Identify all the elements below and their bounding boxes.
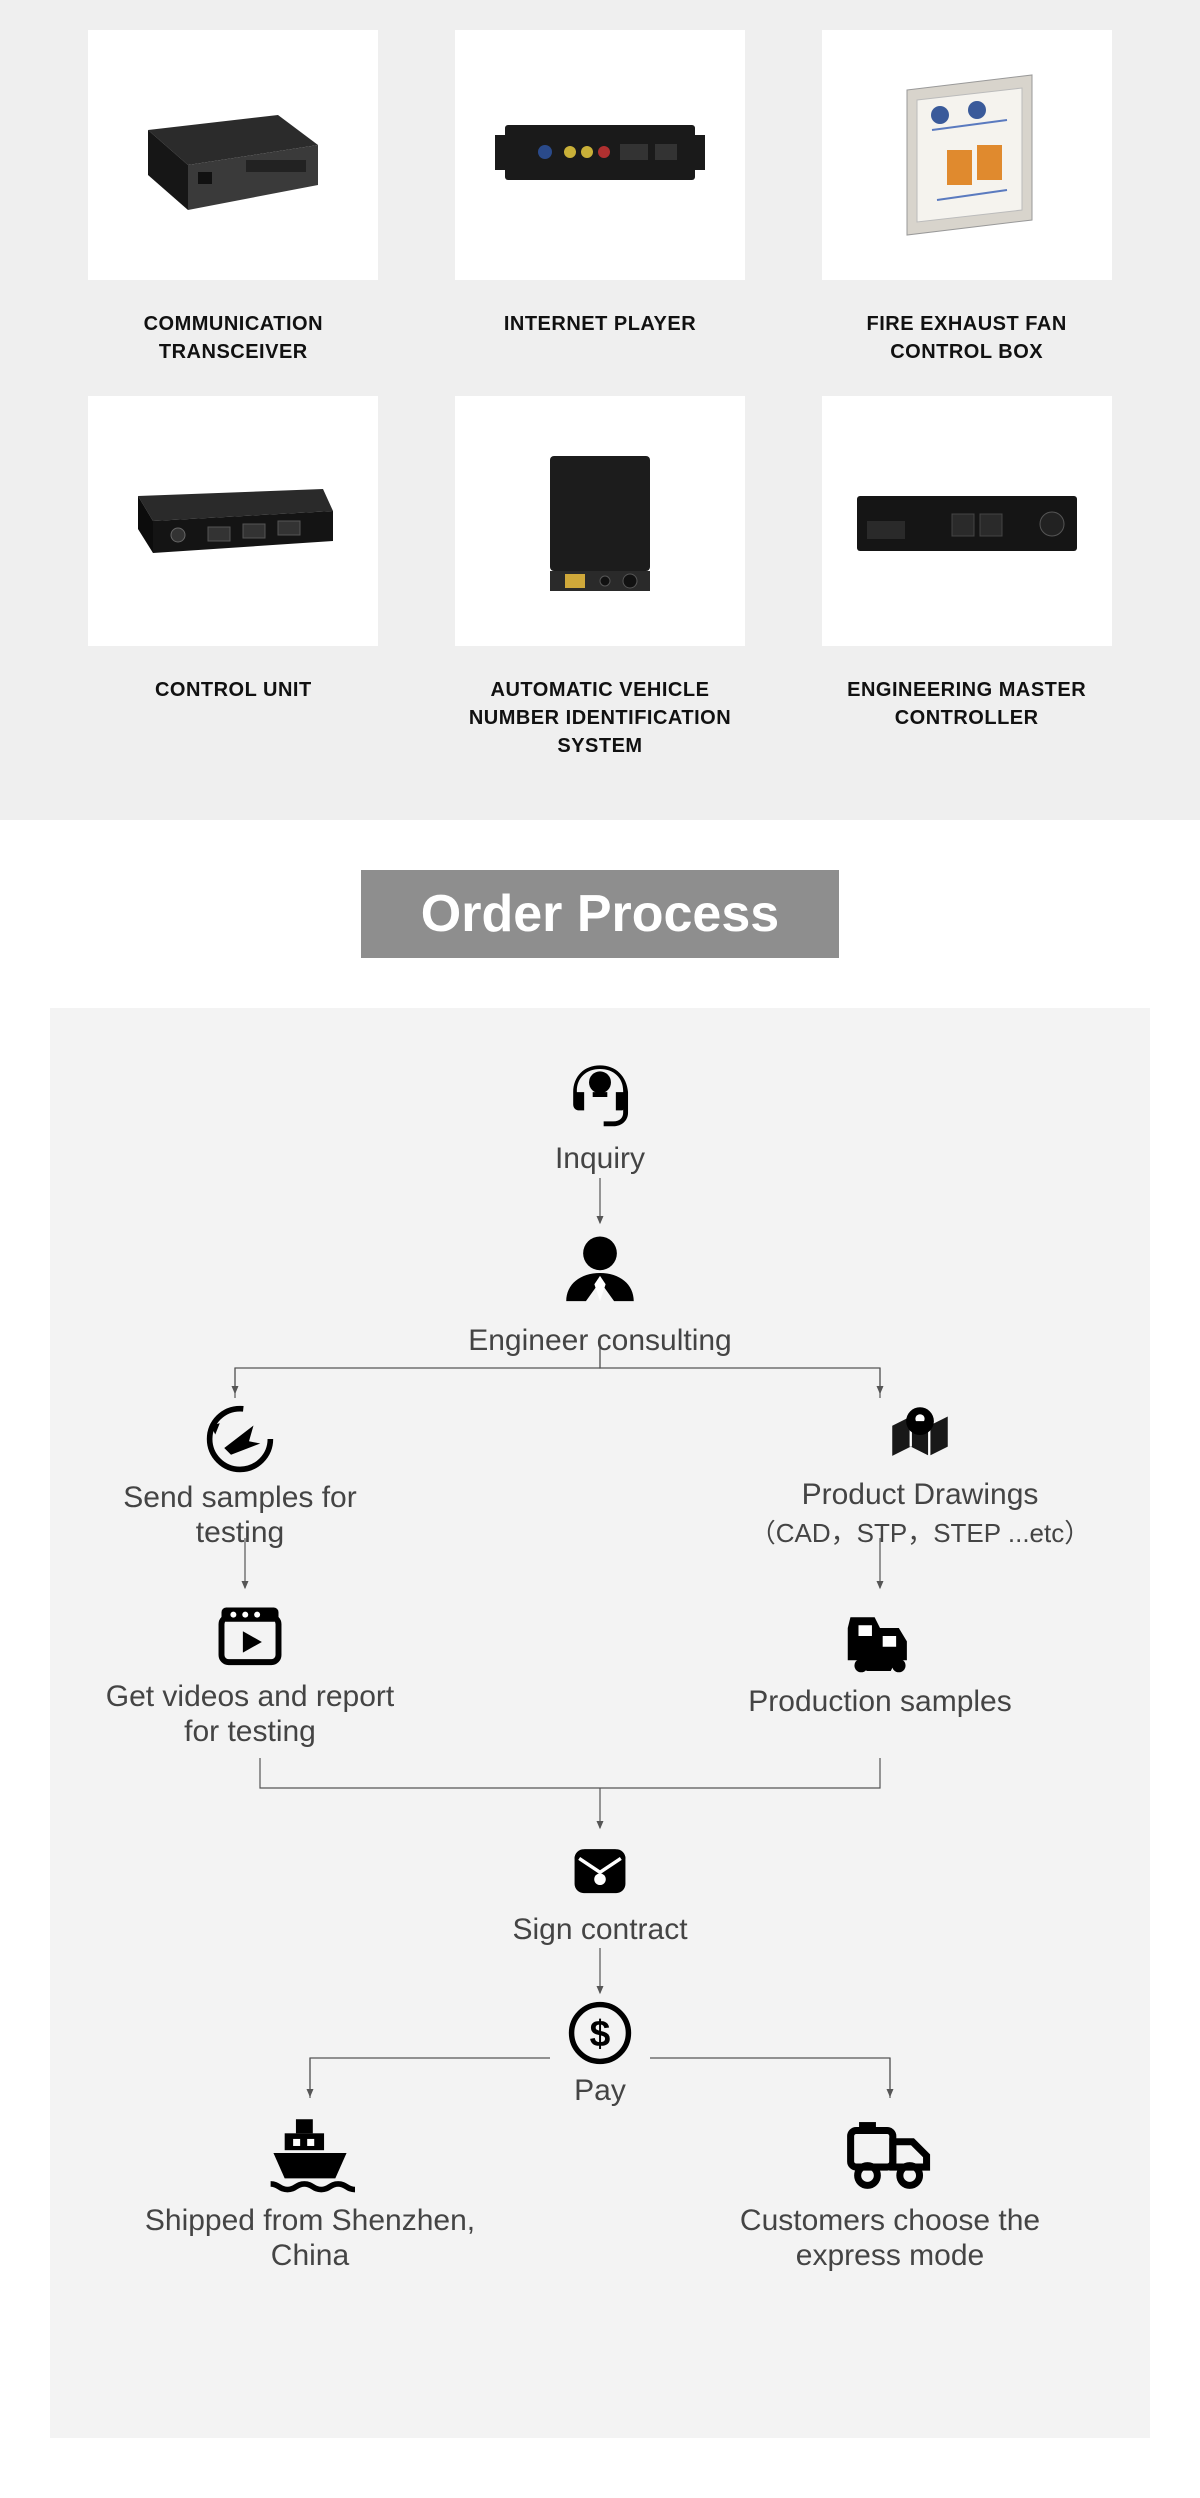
flow-label: Engineer consulting [440,1324,760,1359]
flow-node-shipped: Shipped from Shenzhen, China [130,2108,490,2273]
product-image [455,396,745,646]
products-grid: COMMUNICATION TRANSCEIVER INTERNET PLAYE… [80,30,1120,760]
flow-node-contract: Sign contract [440,1833,760,1948]
flow-label: Pay [440,2074,760,2109]
flow-sublabel: （CAD，STP，STEP ...etc） [720,1513,1120,1550]
flow-node-production: Production samples [720,1593,1040,1720]
envelope-icon [440,1833,760,1907]
product-image [822,396,1112,646]
headset-icon [440,1058,760,1136]
dollar-circle-icon: $ [440,1998,760,2068]
flow-node-pay: $ Pay [440,1998,760,2109]
order-process-header-wrap: Order Process [0,820,1200,988]
product-card: AUTOMATIC VEHICLE NUMBER IDENTIFICATION … [447,396,754,760]
product-card: INTERNET PLAYER [447,30,754,366]
product-image [88,396,378,646]
flow-label: Production samples [720,1685,1040,1720]
map-pin-icon [720,1398,1120,1472]
machine-icon [720,1593,1040,1679]
device-illustration [113,461,353,581]
flow-label: Shipped from Shenzhen, China [130,2204,490,2273]
flow-node-inquiry: Inquiry [440,1058,760,1177]
flow-label: Product Drawings [720,1478,1120,1513]
flow-node-videos: Get videos and report for testing [90,1598,410,1749]
product-title: INTERNET PLAYER [447,310,754,338]
person-icon [440,1228,760,1318]
plane-circle-icon [80,1403,400,1475]
truck-icon [710,2108,1070,2198]
flow-canvas: Inquiry Engineer consulting Send samples… [80,1058,1120,2358]
product-title: CONTROL UNIT [80,676,387,704]
order-process-flow: Inquiry Engineer consulting Send samples… [50,1008,1150,2438]
flow-label: Inquiry [440,1142,760,1177]
flow-node-express: Customers choose the express mode [710,2108,1070,2273]
device-illustration [842,466,1092,576]
product-title: FIRE EXHAUST FAN CONTROL BOX [813,310,1120,366]
product-card: ENGINEERING MASTER CONTROLLER [813,396,1120,760]
product-image [822,30,1112,280]
flow-node-drawings: Product Drawings （CAD，STP，STEP ...etc） [720,1398,1120,1550]
flow-label: Customers choose the express mode [710,2204,1070,2273]
flow-label: Sign contract [440,1913,760,1948]
products-section: COMMUNICATION TRANSCEIVER INTERNET PLAYE… [0,0,1200,820]
ship-icon [130,2108,490,2198]
order-process-header: Order Process [361,870,839,958]
flow-node-consulting: Engineer consulting [440,1228,760,1359]
product-title: ENGINEERING MASTER CONTROLLER [813,676,1120,732]
device-illustration [128,90,338,220]
product-card: FIRE EXHAUST FAN CONTROL BOX [813,30,1120,366]
device-illustration [515,436,685,606]
flow-node-samples-test: Send samples for testing [80,1403,400,1550]
product-card: CONTROL UNIT [80,396,387,760]
product-image [455,30,745,280]
device-illustration [485,100,715,210]
video-icon [90,1598,410,1674]
product-card: COMMUNICATION TRANSCEIVER [80,30,387,366]
product-title: AUTOMATIC VEHICLE NUMBER IDENTIFICATION … [447,676,754,760]
flow-label: Get videos and report for testing [90,1680,410,1749]
svg-text:$: $ [590,2012,611,2054]
product-image [88,30,378,280]
flow-label: Send samples for testing [80,1481,400,1550]
device-illustration [877,60,1057,250]
product-title: COMMUNICATION TRANSCEIVER [80,310,387,366]
